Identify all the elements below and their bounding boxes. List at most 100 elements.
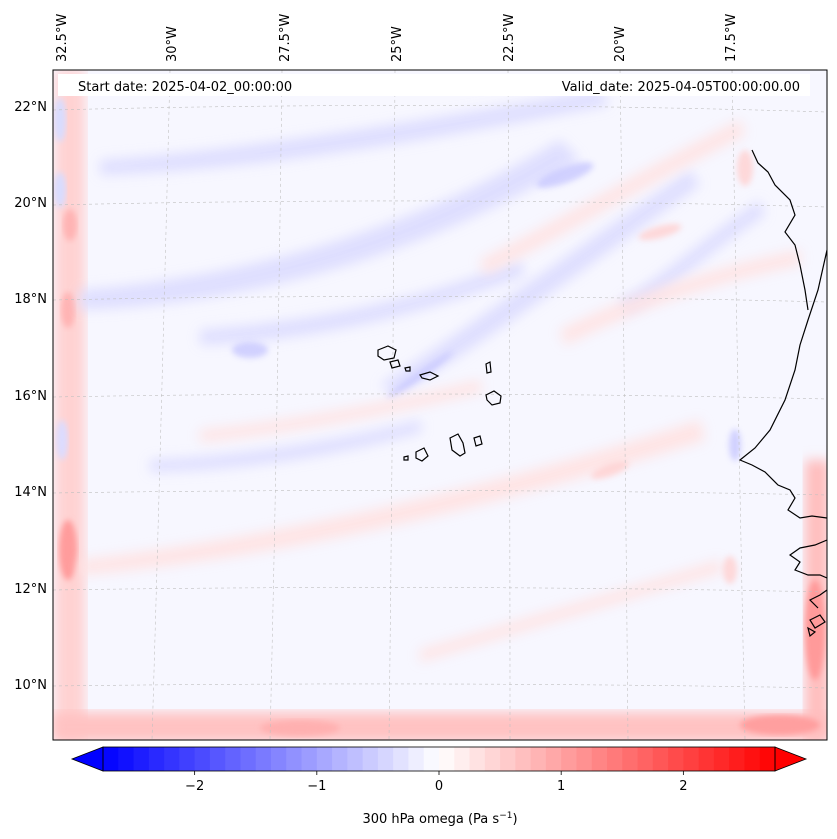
cape-verde-sao-vicente [389,359,401,369]
colorbar-segment [729,747,746,771]
lat-label: 20°N [14,196,47,211]
lon-label: 22.5°W [502,14,517,62]
colorbar-segment [500,747,516,771]
colorbar-tick-label: −2 [185,779,204,794]
colorbar-segment [148,747,165,771]
lon-label: 30°W [165,26,180,62]
cape-verde-brava [403,455,409,461]
lon-label: 25°W [390,26,405,62]
cape-verde-fogo [415,447,429,462]
colorbar-tick-label: 0 [435,779,443,794]
colorbar-segment [713,747,730,771]
field-boundary-bottom [53,712,827,740]
omega-field [53,70,827,740]
colorbar-segment [301,747,318,771]
colorbar-tick-label: −1 [307,779,326,794]
field-feature [805,580,825,680]
lat-label: 12°N [14,582,47,597]
cape-verde-sao-nicolau [419,371,440,381]
colorbar-segment [607,747,623,771]
colorbar-segment [103,747,119,771]
colorbar-segment [271,747,287,771]
colorbar-segment [683,747,700,771]
colorbar-segment [225,747,242,771]
colorbar-segment [637,747,654,771]
lon-label: 17.5°W [724,14,739,62]
start-date-label: Start date: 2025-04-02_00:00:00 [78,80,292,95]
colorbar-segment [393,747,410,771]
colorbar-segment [377,747,394,771]
colorbar-segment [347,747,364,771]
gridlines [52,69,828,741]
colorbar-segment [454,747,471,771]
colorbar-segment [744,747,761,771]
colorbar-segment [362,747,379,771]
colorbar-segment [652,747,669,771]
cape-verde-sal [485,361,492,374]
colorbar-segment [561,747,578,771]
colorbar-extend-min [70,746,104,772]
map-background [53,70,827,740]
colorbar-segment [118,747,135,771]
bijagos-islands [807,614,826,638]
colorbar-segment [316,747,333,771]
colorbar-segment [545,747,562,771]
cape-verde-santo-antao [377,345,397,361]
date-banner-background [58,74,810,96]
africa-coastline [738,249,827,609]
colorbar-segment [576,747,593,771]
field-feature [59,520,77,580]
africa-coastline-north [751,149,809,311]
field-feature [740,715,820,735]
lat-label: 18°N [14,292,47,307]
map-frame [52,69,828,741]
colorbar-segment [164,747,180,771]
map-panel: Start date: 2025-04-02_00:00:00 Valid_da… [52,69,828,741]
colorbar-segment [469,747,486,771]
colorbar-tick-label: 2 [679,779,687,794]
cape-verde-santa-luzia [404,366,411,372]
colorbar-segment [484,747,501,771]
colorbar-segment [515,747,532,771]
colorbar-segment [668,747,684,771]
colorbar-segment [209,747,226,771]
lat-label: 22°N [14,100,47,115]
colorbar-segment [255,747,272,771]
field-feature [56,420,68,460]
colorbar-segment [194,747,211,771]
colorbar-ticks: −2 −1 0 1 2 [185,771,688,794]
colorbar-segment [439,747,455,771]
colorbar-segment [286,747,303,771]
lat-label: 10°N [14,678,47,693]
lat-label: 16°N [14,389,47,404]
coastlines [377,149,827,638]
field-boundary-left [55,70,85,740]
field-feature [54,172,66,208]
cape-verde-maio [473,435,483,447]
colorbar-segment [622,747,639,771]
cape-verde-santiago [449,433,466,457]
colorbar-extend-max [774,746,808,772]
colorbar-segment [759,747,776,771]
colorbar-segment [591,747,608,771]
colorbar-segment [408,747,425,771]
colorbar-segments [103,747,776,771]
field-feature [54,98,66,142]
lon-label: 32.5°W [55,14,70,62]
colorbar: −2 −1 0 1 2 300 hPa omega (Pa s−1) [70,746,808,827]
field-feature [63,209,77,241]
cape-verde-boa-vista [485,390,502,406]
lon-label: 20°W [613,26,628,62]
colorbar-segment [530,747,547,771]
colorbar-tick-label: 1 [557,779,565,794]
colorbar-segment [240,747,257,771]
colorbar-segment [179,747,196,771]
field-blue-bands [80,90,765,472]
field-feature [61,292,75,328]
colorbar-label: 300 hPa omega (Pa s−1) [362,811,517,827]
colorbar-segment [332,747,348,771]
longitude-labels: 32.5°W 30°W 27.5°W 25°W 22.5°W 20°W 17.5… [55,14,739,62]
valid-date-label: Valid_date: 2025-04-05T00:00:00.00 [562,80,800,95]
lon-label: 27.5°W [278,14,293,62]
